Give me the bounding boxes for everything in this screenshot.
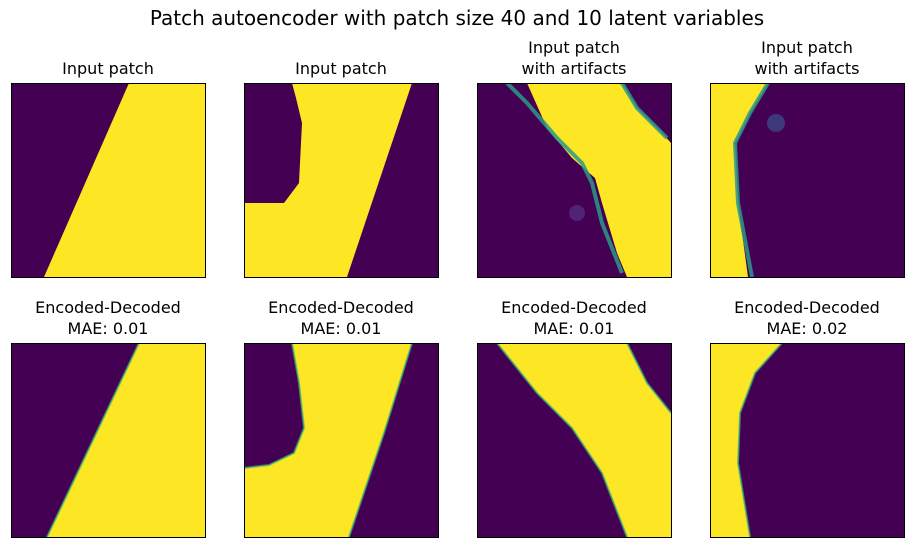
panel-title: Encoded-Decoded [268,298,414,317]
patch-image [244,83,438,277]
panel-title: Input patch [62,59,154,78]
patch-image [11,343,205,537]
panel-title: Encoded-Decoded [734,298,880,317]
patch-image [477,343,671,537]
patch-image [710,343,904,537]
panel-title: MAE: 0.01 [534,319,615,338]
panel-title: Input patch [528,38,620,57]
panel-title: MAE: 0.01 [68,319,149,338]
panel-title: Encoded-Decoded [35,298,181,317]
panel-title: Encoded-Decoded [501,298,647,317]
panel-title: MAE: 0.02 [767,319,848,338]
panel-title: with artifacts [522,59,627,78]
panel-title: with artifacts [755,59,860,78]
patch-image [244,343,438,537]
panel-title: Input patch [761,38,853,57]
patch-image [710,83,904,277]
frames [11,83,905,538]
patch-image [11,83,205,277]
patch-image [477,83,671,277]
panel-title: Input patch [295,59,387,78]
figure-title: Patch autoencoder with patch size 40 and… [150,6,764,30]
panel-title: MAE: 0.01 [301,319,382,338]
